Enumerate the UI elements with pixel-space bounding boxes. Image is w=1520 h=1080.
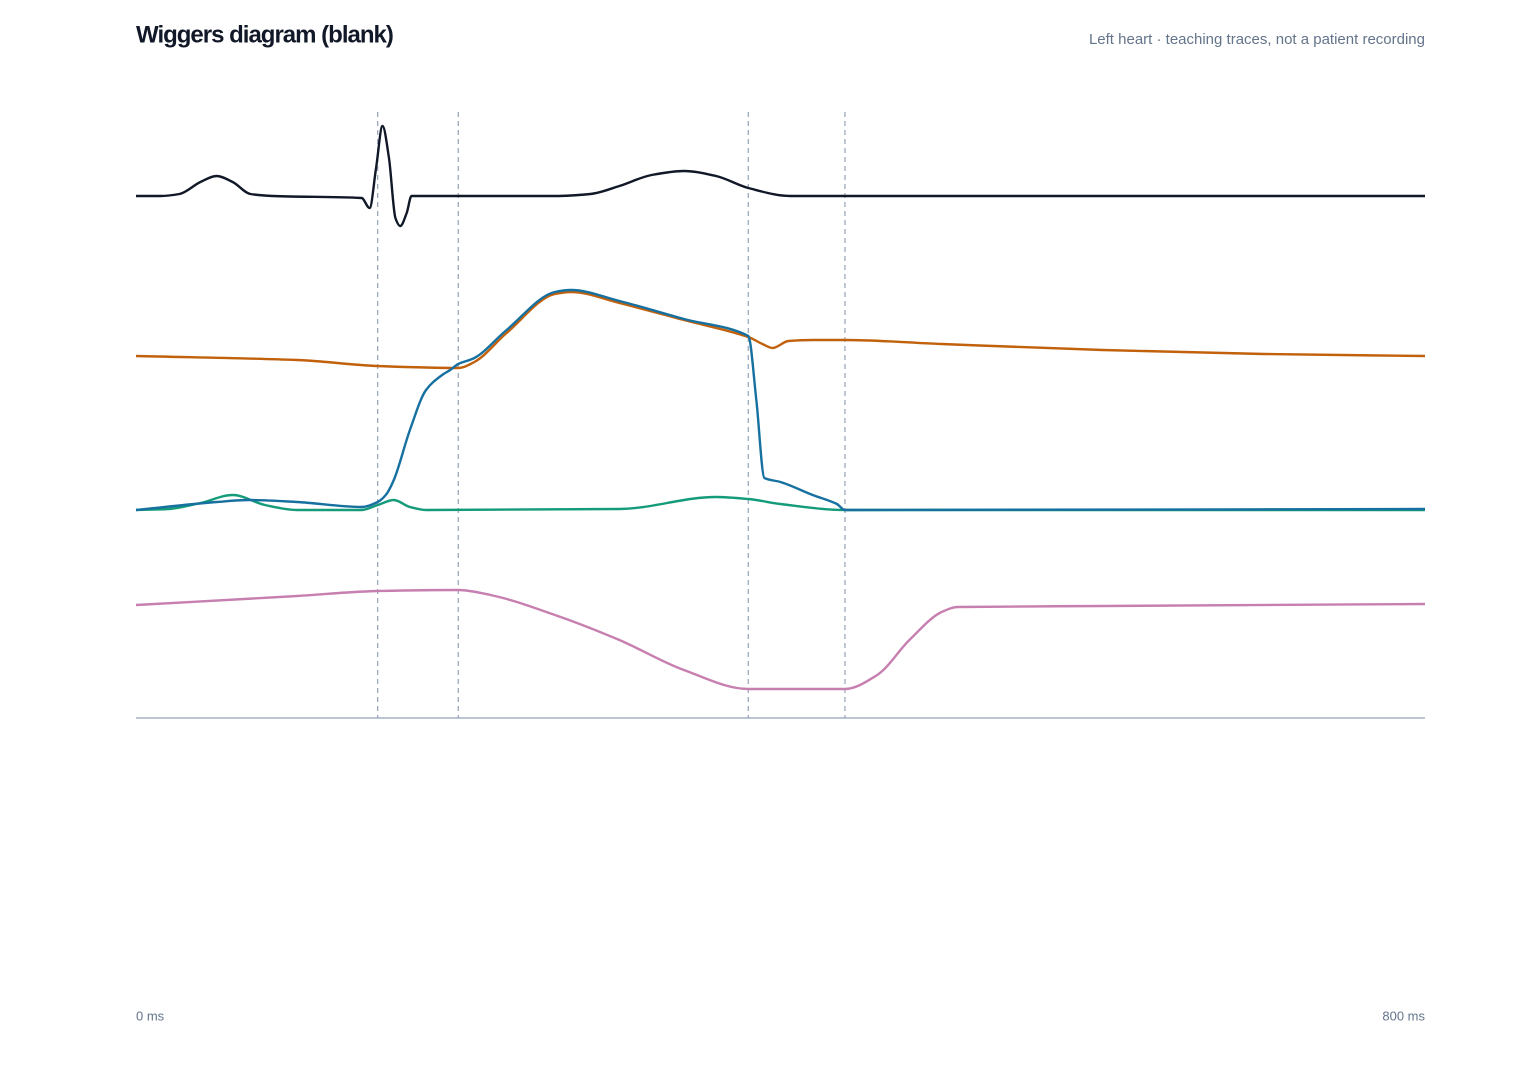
x-tick-label: 800 ms — [1382, 1008, 1425, 1023]
trace — [135, 290, 1426, 370]
chart-title: Wiggers diagram (blank) — [136, 21, 393, 48]
trace — [135, 288, 1426, 512]
trace — [135, 493, 1425, 512]
x-tick-label: 0 ms — [136, 1008, 165, 1023]
trace — [135, 588, 1426, 691]
chart-subtitle: Left heart · teaching traces, not a pati… — [1089, 31, 1425, 48]
trace — [136, 124, 1425, 228]
